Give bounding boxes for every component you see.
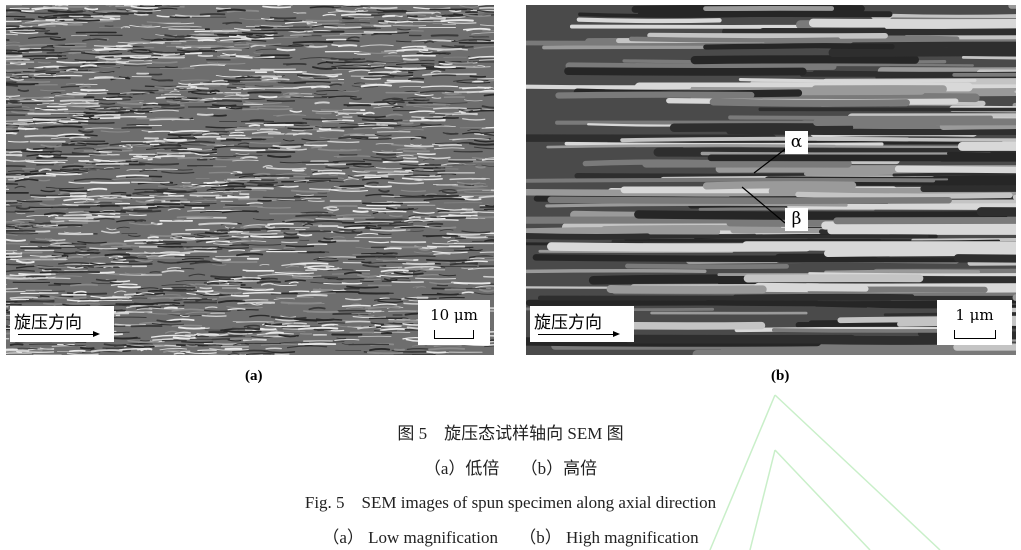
beta-phase-label: β [785,208,808,231]
caption-cn-title: 图 5 旋压态试样轴向 SEM 图 [397,424,624,443]
scale-bar-b: 1 μm [937,300,1012,345]
panel-label-a: (a) [245,368,263,384]
arrow-right-icon [18,331,100,337]
direction-text: 旋压方向 [534,313,602,333]
sem-image-low-magnification [6,5,494,355]
spinning-direction-label-b: 旋压方向 [530,306,634,342]
direction-text: 旋压方向 [14,313,82,333]
caption-en-sub: （a） Low magnification （b） High magnifica… [322,528,699,547]
sem-image-high-magnification [526,5,1016,355]
caption-cn-sub: （a）低倍 （b）高倍 [423,459,598,478]
alpha-phase-label: α [785,131,808,154]
scale-text: 10 μm [430,306,478,324]
watermark [709,394,941,550]
scale-bar-a: 10 μm [418,300,490,345]
arrow-right-icon [538,331,620,337]
caption-en-title: Fig. 5 SEM images of spun specimen along… [304,493,717,512]
scale-text: 1 μm [955,306,994,324]
panel-label-b: (b) [771,368,790,384]
spinning-direction-label-a: 旋压方向 [10,306,114,342]
